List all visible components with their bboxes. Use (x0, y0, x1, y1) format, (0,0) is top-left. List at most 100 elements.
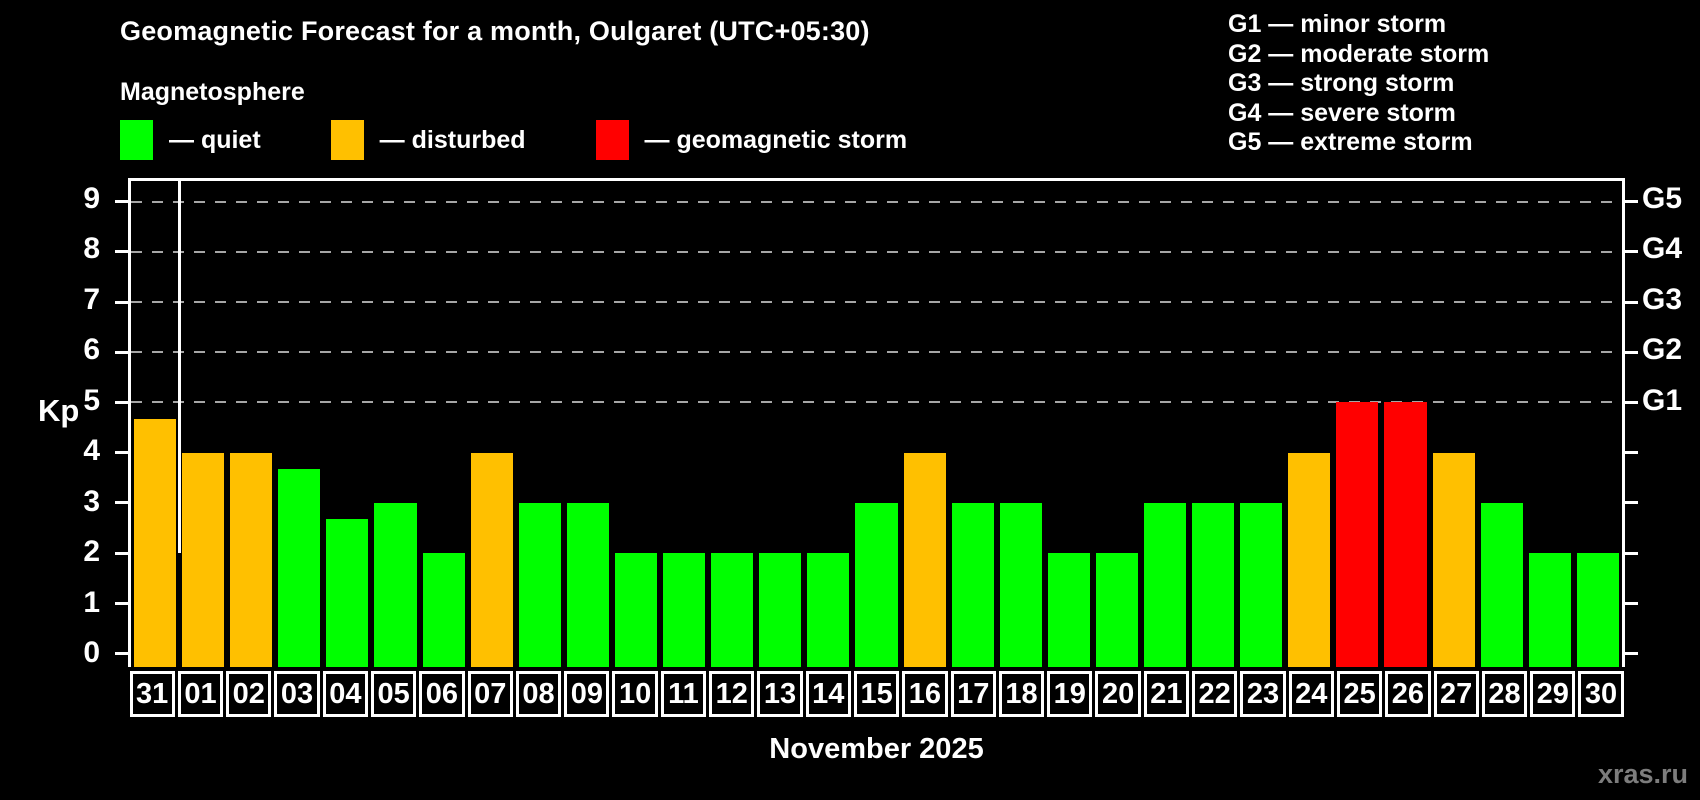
kp-bar (711, 553, 754, 667)
bar-slot (516, 181, 564, 667)
right-axis-tick (1625, 200, 1638, 204)
day-label-box: 17 (950, 671, 996, 717)
left-axis-tick (115, 250, 128, 254)
day-label-box: 15 (853, 671, 900, 717)
day-label-box: 26 (1385, 671, 1431, 717)
kp-bar (230, 452, 273, 667)
kp-bar (1432, 452, 1475, 667)
bar-slot (1381, 181, 1429, 667)
page-title: Geomagnetic Forecast for a month, Oulgar… (120, 16, 870, 46)
status-legend: — quiet — disturbed — geomagnetic storm (120, 120, 977, 160)
legend-item-label: — geomagnetic storm (644, 125, 908, 154)
bar-slot (564, 181, 612, 667)
kp-bar (807, 553, 850, 667)
kp-bar (134, 418, 177, 667)
kp-bar (999, 502, 1042, 667)
legend-item-disturbed: — disturbed (330, 120, 526, 160)
day-label-box: 27 (1433, 671, 1479, 717)
g-axis-label: G5 (1642, 181, 1683, 215)
day-label-box: 19 (1047, 671, 1093, 717)
kp-bar (903, 452, 946, 667)
kp-bar (182, 452, 225, 667)
bar-slot (420, 181, 468, 667)
kp-bar (470, 452, 513, 667)
right-axis-tick (1625, 250, 1638, 254)
legend-item-label: — disturbed (379, 125, 526, 154)
gridline (131, 401, 1622, 404)
day-label-box: 22 (1192, 671, 1238, 717)
bar-slot (1093, 181, 1141, 667)
kp-bar (855, 502, 898, 667)
watermark: xras.ru (1597, 759, 1688, 789)
bar-slot (1285, 181, 1333, 667)
day-label-box: 09 (564, 671, 610, 717)
g-axis-label: G1 (1642, 383, 1683, 417)
y-tick-label: 4 (83, 434, 100, 468)
bar-slot (275, 181, 323, 667)
day-label-box: 08 (515, 671, 562, 717)
legend-item-storm: — geomagnetic storm (595, 120, 908, 160)
plot-area (115, 178, 1638, 667)
day-label-box: 16 (902, 671, 948, 717)
g-legend-line: G4 — severe storm (1228, 98, 1456, 127)
day-label-box: 04 (322, 671, 368, 717)
right-axis-tick (1625, 451, 1638, 455)
gridline (131, 250, 1622, 253)
bar-slot (804, 181, 852, 667)
kp-bar (1528, 553, 1571, 667)
kp-bar (759, 553, 802, 667)
kp-bar (326, 519, 369, 667)
day-label-box: 07 (467, 671, 513, 717)
bar-slot (612, 181, 660, 667)
bar-slot (756, 181, 804, 667)
right-axis-tick (1625, 501, 1638, 505)
day-label-box: 03 (274, 671, 320, 717)
bar-slot (901, 181, 949, 667)
kp-bar (422, 553, 465, 667)
day-label-box: 29 (1530, 671, 1576, 717)
left-axis-tick (115, 451, 128, 455)
disturbed-color-swatch (330, 120, 364, 160)
left-axis-tick (115, 551, 128, 555)
kp-bar (1143, 502, 1187, 667)
bar-slot (179, 181, 227, 667)
kp-bar (614, 553, 658, 667)
kp-bar (374, 502, 417, 667)
x-axis-title: November 2025 (769, 733, 984, 765)
g-axis-label: G3 (1642, 282, 1683, 316)
y-tick-label: 1 (83, 585, 100, 619)
day-label-box: 11 (660, 671, 707, 717)
kp-bar (951, 502, 994, 667)
day-label-box: 10 (612, 671, 658, 717)
y-tick-label: 5 (83, 383, 100, 417)
g-axis-label: G4 (1642, 232, 1683, 266)
kp-bar (1576, 553, 1619, 667)
day-label-box: 25 (1336, 671, 1383, 717)
kp-bar (518, 502, 561, 667)
quiet-color-swatch (120, 120, 153, 160)
kp-bar (1095, 553, 1138, 667)
bar-slot (1189, 181, 1237, 667)
day-label-box: 06 (419, 671, 465, 717)
g-legend-line: G2 — moderate storm (1228, 39, 1490, 68)
day-label-box: 12 (709, 671, 755, 717)
kp-bar (1336, 402, 1379, 667)
bar-slot (371, 181, 419, 667)
bar-slot (949, 181, 997, 667)
day-label-box: 20 (1095, 671, 1141, 717)
kp-bar (1240, 502, 1283, 667)
bar-slot (1478, 181, 1526, 667)
bar-slot (708, 181, 756, 667)
g-legend-line: G3 — strong storm (1228, 69, 1455, 98)
g-axis-labels: G1 G2 G3 G4 G5 (1642, 178, 1700, 667)
gridline (131, 301, 1622, 303)
bar-slot (852, 181, 900, 667)
y-tick-label: 8 (83, 232, 100, 266)
kp-bar (1288, 452, 1331, 667)
day-labels-row: 31 01 02 03 04 05 06 07 08 09 10 11 12 13 14 15 16 17 18 19… (128, 671, 1625, 717)
right-axis-tick (1625, 400, 1638, 404)
bar-slot (323, 181, 371, 667)
g-scale-legend: G1 — minor storm G2 — moderate storm G3 — … (1228, 10, 1489, 158)
day-label-box: 01 (177, 671, 224, 717)
